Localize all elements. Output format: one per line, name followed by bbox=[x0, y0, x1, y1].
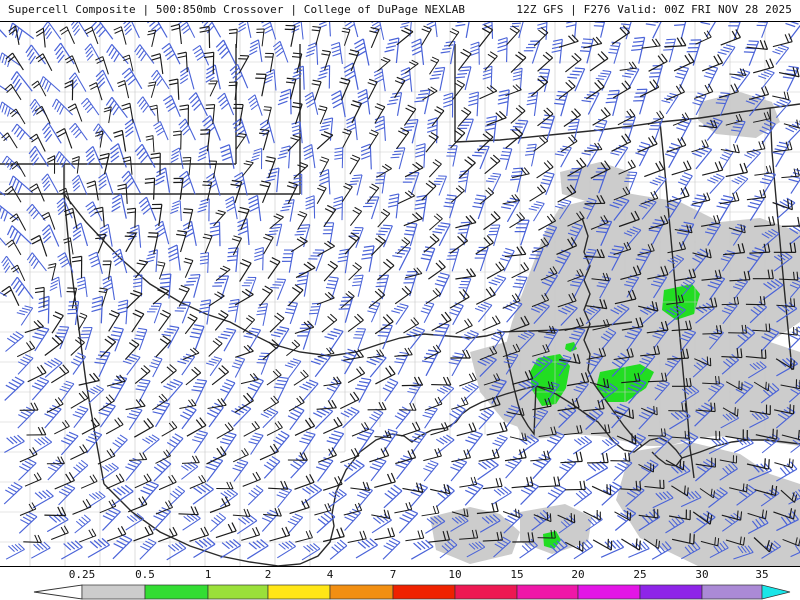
colorbar-tick-label: 15 bbox=[510, 568, 524, 581]
colorbar-band bbox=[81, 584, 146, 600]
colorbar-tick-label: 1 bbox=[204, 568, 212, 581]
colorbar-tick-label: 0.5 bbox=[135, 568, 155, 581]
header-bar: Supercell Composite | 500:850mb Crossove… bbox=[0, 0, 800, 21]
colorbar-bands bbox=[33, 584, 791, 600]
colorbar-tick-label: 10 bbox=[448, 568, 462, 581]
colorbar-tick-label: 4 bbox=[326, 568, 334, 581]
colorbar-tick-label: 0.25 bbox=[68, 568, 96, 581]
colorbar-tick-label: 2 bbox=[264, 568, 272, 581]
colorbar-band bbox=[392, 584, 456, 600]
colorbar-band bbox=[329, 584, 394, 600]
colorbar-band bbox=[207, 584, 269, 600]
state-boundaries bbox=[0, 44, 800, 566]
colorbar-band bbox=[267, 584, 331, 600]
colorbar-band bbox=[761, 584, 791, 600]
map-canvas[interactable] bbox=[0, 21, 800, 567]
product-title: Supercell Composite | 500:850mb Crossove… bbox=[8, 3, 466, 16]
colorbar-tick-label: 30 bbox=[695, 568, 709, 581]
model-valid-time: 12Z GFS | F276 Valid: 00Z FRI NOV 28 202… bbox=[516, 3, 792, 16]
colorbar-band bbox=[454, 584, 518, 600]
colorbar-tick-label: 25 bbox=[633, 568, 647, 581]
shaded-field-gray-ocean bbox=[430, 442, 800, 566]
colorbar-band bbox=[577, 584, 641, 600]
colorbar-tick-label: 35 bbox=[755, 568, 769, 581]
colorbar-band bbox=[516, 584, 579, 600]
colorbar-tick-labels: 0.25 0.5 1 2 4 7 10 15 20 25 30 35 bbox=[0, 567, 800, 584]
colorbar-tick-label: 20 bbox=[571, 568, 585, 581]
colorbar-band bbox=[144, 584, 209, 600]
colorbar-tick-label: 7 bbox=[389, 568, 397, 581]
colorbar: 0.25 0.5 1 2 4 7 10 15 20 25 30 35 bbox=[0, 567, 800, 600]
colorbar-band bbox=[639, 584, 703, 600]
colorbar-extend-left bbox=[33, 584, 83, 600]
colorbar-band bbox=[701, 584, 763, 600]
